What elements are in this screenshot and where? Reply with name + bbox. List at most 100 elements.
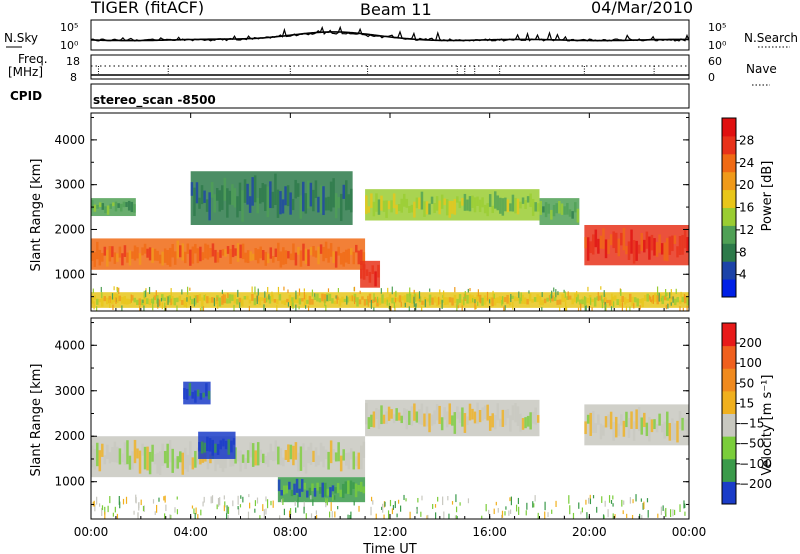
velocity-y-tick-label: 3000 [54, 384, 85, 398]
power-echo-cell [453, 294, 457, 303]
power-noise-speck [305, 294, 307, 300]
power-echo-cell [322, 186, 325, 216]
power-echo-cell [584, 237, 587, 249]
velocity-echo-cell [663, 421, 666, 439]
velocity-echo-cell [173, 458, 177, 469]
power-noise-speck [377, 296, 379, 303]
power-echo-cell [231, 294, 234, 301]
power-echo-cell [668, 236, 672, 255]
power-echo-cell [229, 248, 232, 264]
power-noise-speck [652, 295, 654, 304]
power-echo-cell [93, 204, 97, 212]
power-echo-cell [178, 295, 182, 302]
power-echo-cell [98, 298, 102, 303]
velocity-noise-speck [544, 501, 546, 511]
velocity-noise-speck [641, 515, 643, 519]
velocity-echo-cell [198, 441, 201, 452]
velocity-echo-cell [161, 443, 164, 466]
power-noise-speck [92, 288, 94, 294]
power-echo-cell [299, 250, 303, 267]
cpid-label: CPID [10, 89, 42, 103]
velocity-echo-cell [534, 407, 537, 425]
power-echo-cell [203, 190, 206, 203]
x-tick-label: 16:00 [472, 525, 507, 539]
power-noise-speck [620, 289, 622, 296]
power-echo-cell [533, 297, 537, 302]
power-echo-cell [531, 299, 534, 303]
velocity-noise-speck [140, 499, 142, 506]
power-echo-cell [612, 231, 615, 249]
power-echo-cell [536, 203, 540, 212]
power-echo-cell [267, 253, 270, 264]
power-noise-speck [400, 301, 402, 307]
velocity-noise-speck [592, 495, 595, 499]
velocity-y-tick-label: 4000 [54, 338, 85, 352]
nave-tick-high: 60 [708, 55, 722, 68]
power-echo-cell [524, 200, 527, 209]
power-echo-cell [448, 297, 452, 303]
velocity-noise-speck [394, 501, 396, 509]
velocity-noise-speck [164, 495, 166, 503]
power-echo-cell [523, 297, 527, 304]
velocity-noise-speck [660, 506, 662, 516]
power-echo-cell [91, 200, 94, 210]
power-echo-cell [329, 181, 333, 212]
power-noise-speck [582, 296, 584, 300]
velocity-noise-speck [391, 508, 394, 515]
power-y-tick-label: 1000 [54, 267, 85, 281]
power-colorbar-segment [722, 279, 736, 298]
velocity-echo-cell [387, 406, 391, 421]
power-echo-cell [578, 299, 582, 305]
velocity-noise-speck [455, 515, 457, 519]
power-echo-cell [161, 251, 164, 266]
power-echo-cell [191, 246, 195, 264]
power-noise-speck [584, 305, 586, 311]
power-echo-cell [116, 293, 119, 303]
velocity-echo-cell [488, 415, 492, 431]
power-echo-cell [630, 229, 633, 254]
velocity-colorbar-tick-label: −15 [739, 417, 764, 431]
power-noise-speck [683, 294, 686, 300]
power-echo-cell [303, 298, 307, 306]
velocity-noise-speck [315, 514, 318, 519]
power-echo-cell [611, 296, 614, 306]
velocity-noise-speck [223, 495, 225, 500]
velocity-echo-cell [207, 390, 211, 400]
power-echo-cell [146, 298, 149, 305]
power-echo-cell [599, 235, 603, 249]
power-colorbar-segment [722, 153, 736, 173]
power-noise-speck [290, 301, 292, 308]
power-echo-cell [620, 232, 623, 246]
power-echo-cell [228, 190, 232, 205]
power-echo-cell [668, 296, 672, 305]
x-tick-label: 20:00 [572, 525, 607, 539]
velocity-noise-speck [589, 494, 591, 499]
power-echo-cell [650, 234, 654, 251]
velocity-echo-cell [655, 424, 659, 433]
power-noise-speck [669, 292, 671, 299]
power-echo-cell [274, 248, 278, 257]
velocity-echo-cell [205, 383, 208, 397]
velocity-noise-speck [152, 499, 155, 504]
power-noise-speck [658, 292, 660, 302]
power-echo-cell [360, 249, 363, 265]
velocity-noise-speck [370, 496, 373, 502]
power-echo-cell [297, 246, 300, 255]
velocity-noise-speck [107, 505, 109, 513]
power-echo-cell [440, 194, 444, 209]
power-echo-cell [550, 209, 553, 220]
power-noise-speck [204, 294, 207, 302]
power-noise-speck [158, 299, 161, 306]
power-echo-cell [483, 204, 487, 214]
power-echo-cell [371, 299, 374, 304]
velocity-echo-cell [284, 450, 288, 460]
power-echo-cell [199, 246, 202, 262]
power-echo-cell [136, 299, 139, 306]
power-echo-cell [382, 200, 386, 212]
velocity-echo-cell [648, 416, 651, 442]
power-echo-cell [466, 295, 469, 304]
power-noise-speck [305, 305, 307, 309]
power-echo-cell [215, 188, 219, 201]
power-noise-speck [346, 295, 348, 305]
power-echo-cell [671, 235, 674, 252]
